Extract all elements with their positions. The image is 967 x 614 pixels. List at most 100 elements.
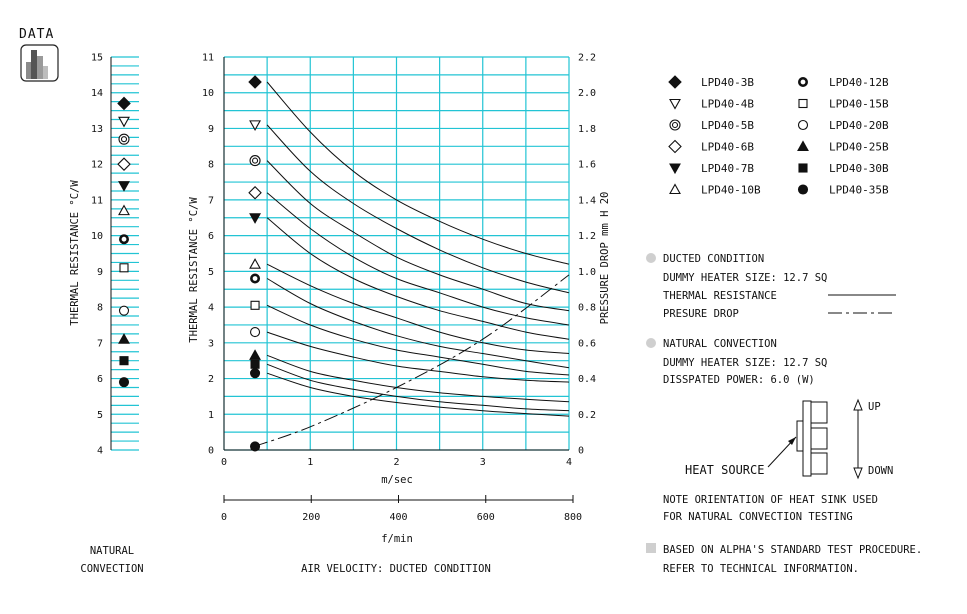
ducted-chart-x-label: m/sec [381,474,413,486]
ducted-y2-tick: 1.2 [578,231,596,242]
ducted-y-tick: 2 [208,374,214,385]
natural-y-tick: 4 [97,446,103,457]
ducted-y2-tick: 1.8 [578,124,596,135]
ducted-marker-lpd40-30b [250,359,260,369]
ducted-y2-tick: 0.8 [578,303,596,314]
ducted-marker-lpd40-6b [248,185,262,200]
ducted-heater: DUMMY HEATER SIZE: 12.7 SQ [663,272,827,284]
legend-marker-icon [798,98,808,109]
orientation-note-1: NOTE ORIENTATION OF HEAT SINK USED [663,494,878,506]
legend-marker-icon [797,77,808,88]
ducted-y-tick: 8 [208,160,214,171]
ducted-curve-lpd40-15b [266,304,570,376]
legend-item-lpd40-10b: LPD40-10B [669,183,761,197]
ducted-curve-lpd40-4b [266,124,570,294]
thermal-resistance-key: THERMAL RESISTANCE [663,290,777,302]
natural-chart-x-label-1: NATURAL [90,545,134,557]
ducted-curve-lpd40-5b [266,160,570,312]
down-label: DOWN [868,465,893,477]
ducted-x-tick: 3 [480,457,486,468]
natural-y-tick: 9 [97,267,103,278]
ducted-y2-tick: 0.6 [578,338,596,349]
legend-marker-icon [668,75,682,89]
legend-label: LPD40-7B [701,162,754,175]
legend-item-lpd40-5b: LPD40-5B [669,119,754,132]
legend-item-lpd40-3b: LPD40-3B [668,75,754,89]
natural-chart-y-ticks: 4 5 6 7 8 9 10 11 12 13 14 15 [91,53,103,457]
legend-item-lpd40-35b: LPD40-35B [797,184,889,197]
data-tag: DATA [19,27,59,82]
legend-marker-icon [797,119,809,131]
ducted-chart-ticks: 0123456789101100.20.40.60.81.01.21.41.61… [202,53,596,524]
natural-point-lpd40-6b [117,157,131,171]
legend-label: LPD40-20B [829,119,889,132]
legend-label: LPD40-5B [701,119,754,132]
ducted-y-tick: 3 [208,338,214,349]
ducted-chart-caption: AIR VELOCITY: DUCTED CONDITION [301,563,491,575]
ducted-marker-lpd40-20b [250,327,261,338]
ducted-marker-lpd40-7b [249,213,261,224]
ducted-y2-tick: 2.2 [578,53,596,64]
legend-item-lpd40-4b: LPD40-4B [669,98,754,111]
legend-label: LPD40-10B [701,184,761,197]
natural-point-lpd40-12b [119,234,130,245]
ducted-x-tick: 1 [307,457,313,468]
natural-y-tick: 15 [91,53,103,64]
ducted-marker-lpd40-15b [250,300,260,310]
legend-item-lpd40-20b: LPD40-20B [797,119,889,132]
ducted-curve-lpd40-7b [266,217,570,340]
legend-marker-icon [798,163,808,173]
ducted-x2-tick: 200 [302,512,320,523]
ducted-chart-y-label: THERMAL RESISTANCE °C/W [188,197,200,343]
legend-label: LPD40-15B [829,98,889,111]
pressure-drop-key: PRESURE DROP [663,308,739,320]
legend-label: LPD40-35B [829,184,889,197]
ducted-marker-lpd40-3b [248,75,262,89]
legend-label: LPD40-30B [829,162,889,175]
legend-marker-icon [669,119,681,131]
ducted-bullet-icon [646,253,656,263]
ducted-x-tick: 4 [566,457,572,468]
pressure-drop-curve [254,274,570,447]
natural-point-lpd40-4b [118,116,130,128]
legend-item-lpd40-15b: LPD40-15B [798,98,889,111]
up-arrow-icon [853,398,863,411]
bar-chart-icon [20,44,59,82]
ducted-marker-lpd40-10b [249,258,261,269]
ducted-curve-lpd40-25b [266,354,570,403]
ducted-marker-lpd40-12b [250,273,261,284]
ducted-x2-tick: 0 [221,512,227,523]
natural-y-tick: 7 [97,338,103,349]
pressure-drop-marker [250,441,261,452]
legend-label: LPD40-3B [701,76,754,89]
down-arrow-icon [853,467,863,480]
ducted-y2-tick: 1.6 [578,160,596,171]
ducted-x2-tick: 800 [564,512,582,523]
ducted-x2-tick: 400 [389,512,407,523]
ducted-x-tick: 2 [393,457,399,468]
natural-y-tick: 6 [97,374,103,385]
natural-heater: DUMMY HEATER SIZE: 12.7 SQ [663,357,827,369]
ducted-y2-tick: 1.0 [578,267,596,278]
legend-marker-icon [669,98,681,110]
legend-marker-icon [668,139,682,154]
ducted-y2-tick: 0.4 [578,374,596,385]
ducted-curve-lpd40-6b [266,192,570,326]
natural-chart-y-label: THERMAL RESISTANCE °C/W [69,180,81,326]
chart-legend: LPD40-3B LPD40-4B LPD40-5B LPD40-6B LPD40-7B… [668,75,889,197]
procedure-note-2: REFER TO TECHNICAL INFORMATION. [663,563,859,575]
ducted-y-tick: 10 [202,88,214,99]
legend-item-lpd40-7b: LPD40-7B [669,162,754,175]
natural-chart-x-label-2: CONVECTION [80,563,143,575]
ducted-curve-lpd40-20b [266,331,570,383]
natural-y-tick: 10 [91,231,103,242]
ducted-y-tick: 4 [208,303,214,314]
procedure-note-1: BASED ON ALPHA'S STANDARD TEST PROCEDURE… [663,544,922,556]
natural-y-tick: 5 [97,410,103,421]
natural-point-lpd40-30b [119,356,129,366]
up-label: UP [868,401,881,413]
ducted-y2-tick: 0.2 [578,410,596,421]
natural-point-lpd40-5b [118,133,130,145]
ducted-curve-lpd40-35b [266,372,570,417]
natural-y-tick: 11 [91,195,103,206]
